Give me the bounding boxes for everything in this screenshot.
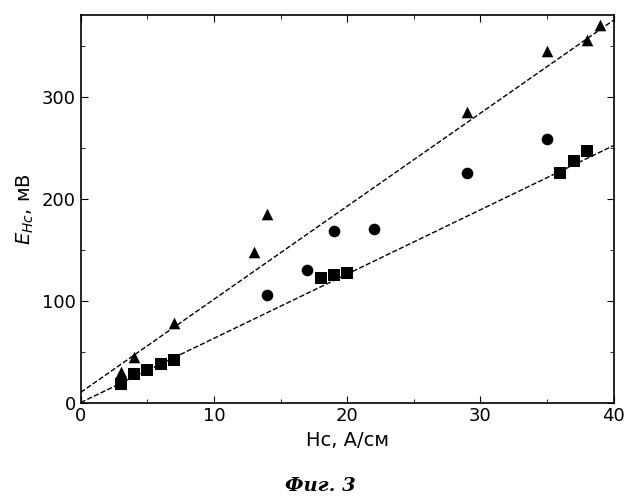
X-axis label: Hc, А/см: Hc, А/см	[306, 431, 388, 450]
Point	[116, 368, 126, 376]
Point	[556, 169, 566, 177]
Point	[129, 370, 139, 378]
Point	[568, 157, 579, 165]
Point	[542, 46, 552, 54]
Point	[462, 108, 472, 116]
Point	[329, 227, 339, 235]
Point	[582, 36, 592, 44]
Point	[262, 292, 273, 300]
Point	[595, 21, 605, 29]
Point	[542, 136, 552, 143]
Point	[169, 319, 179, 327]
Point	[462, 169, 472, 177]
Point	[249, 248, 259, 256]
Y-axis label: $E_{Hc}$, мВ: $E_{Hc}$, мВ	[15, 173, 36, 244]
Point	[369, 225, 379, 233]
Point	[129, 352, 139, 360]
Point	[116, 380, 126, 388]
Point	[169, 356, 179, 364]
Point	[142, 366, 152, 374]
Point	[262, 210, 273, 218]
Point	[316, 274, 326, 282]
Text: Фиг. 3: Фиг. 3	[285, 477, 355, 495]
Point	[302, 266, 312, 274]
Point	[342, 269, 352, 277]
Point	[329, 271, 339, 279]
Point	[582, 146, 592, 154]
Point	[156, 360, 166, 368]
